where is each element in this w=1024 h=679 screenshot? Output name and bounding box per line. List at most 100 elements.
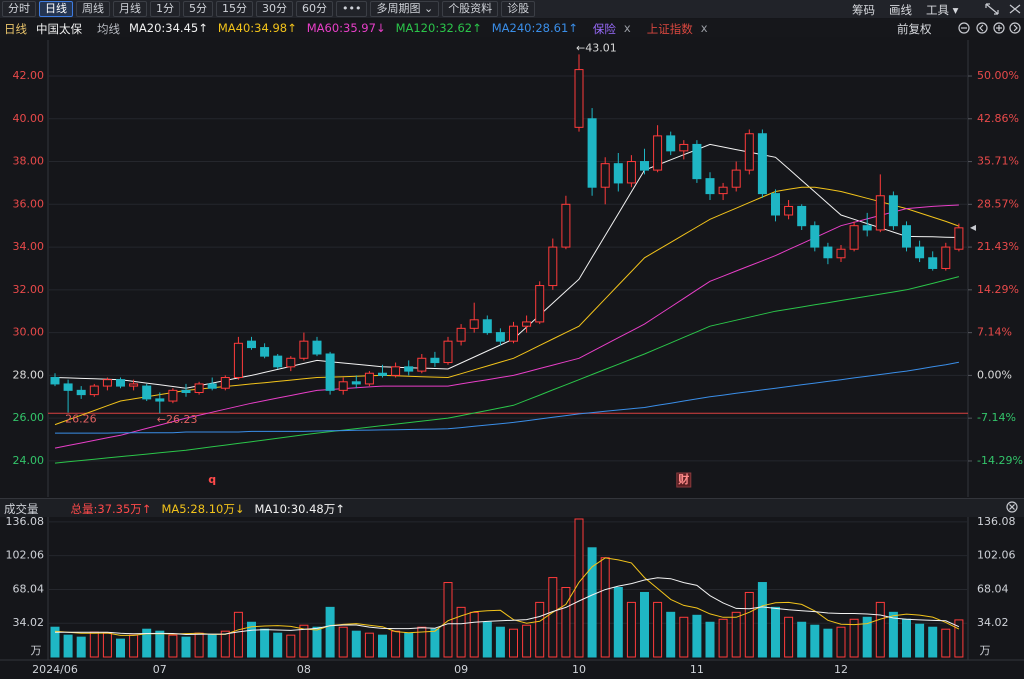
volume-bar [286, 634, 296, 658]
candle-body [142, 385, 152, 400]
volume-bar [443, 582, 453, 658]
volume-ma-line [54, 557, 960, 636]
candle-body [587, 118, 597, 188]
candle-body [757, 133, 767, 195]
x-tick-label: 2024/06 [32, 663, 78, 676]
y-tick-label: 68.04 [13, 582, 45, 595]
volume-bar [260, 628, 270, 658]
period-tab[interactable]: 1分 [150, 1, 180, 17]
period-tab[interactable]: 15分 [216, 1, 253, 17]
period-tab[interactable]: 诊股 [501, 1, 536, 17]
candle-body [731, 169, 741, 188]
x-tick-label: 09 [454, 663, 468, 676]
volume-bar [181, 636, 191, 658]
ma-line [54, 276, 960, 464]
volume-bar [469, 611, 479, 658]
tag[interactable]: 保险 [592, 22, 616, 36]
volume-bar [574, 518, 584, 658]
volume-bar [351, 630, 361, 658]
candle-body [653, 135, 663, 171]
volume-bar [587, 547, 597, 658]
candle-body [954, 227, 964, 250]
candle-body [823, 246, 833, 259]
volume-legend-item: MA10:30.48万↑ [254, 502, 345, 516]
candle-body [600, 163, 610, 188]
volume-bar [194, 632, 204, 658]
volume-bar [548, 577, 558, 658]
event-marker: 财 [677, 472, 689, 486]
ma-legend-item: MA40:34.98↑ [217, 21, 297, 35]
candle-body [247, 340, 256, 349]
volume-bar [849, 618, 859, 658]
candle-body [535, 285, 545, 323]
volume-bar [862, 616, 872, 658]
period-tab[interactable]: 30分 [256, 1, 293, 17]
stock-info: 日线 中国太保 均线 MA20:34.45↑ MA40:34.98↑ MA60:35… [4, 21, 716, 37]
volume-bar [810, 624, 820, 658]
candle-body [810, 225, 820, 248]
window-icons[interactable] [958, 3, 1021, 513]
period-tab[interactable]: 分时 [2, 1, 36, 17]
period-tab[interactable]: ••• [336, 1, 368, 17]
candle-body [640, 161, 649, 171]
candle-body [417, 357, 427, 372]
y-tick-label: 102.06 [6, 549, 45, 562]
period-tab[interactable]: 个股资料 [442, 1, 499, 17]
volume-bar [89, 631, 99, 658]
info-bar: 日线 中国太保 均线 MA20:34.45↑ MA40:34.98↑ MA60:35… [0, 19, 1024, 37]
x-tick-label: 08 [297, 663, 311, 676]
volume-bar [561, 587, 571, 658]
y-tick-label: 24.00 [13, 454, 45, 467]
candle-body [404, 366, 414, 372]
candle-body [378, 372, 387, 376]
price-annotation: 26.26 [65, 413, 97, 426]
y-tick-label: 28.00 [13, 368, 45, 381]
candle-body [548, 246, 558, 287]
volume-bar [954, 619, 964, 658]
period-tab[interactable]: 5分 [183, 1, 213, 17]
tool-button[interactable]: 工具 ▾ [926, 3, 959, 17]
period-tab[interactable]: 日线 [39, 1, 73, 17]
volume-bar [299, 624, 309, 658]
period-tab[interactable]: 月线 [113, 1, 147, 17]
volume-bar [679, 616, 689, 658]
candle-body [744, 133, 754, 171]
period-tab[interactable]: 60分 [296, 1, 333, 17]
tag-close[interactable]: x [700, 21, 708, 35]
period-tab[interactable]: 多周期图 ⌄ [370, 1, 440, 17]
period-tab[interactable]: 周线 [76, 1, 110, 17]
price-annotation: ←43.01 [576, 41, 617, 54]
candle-body [928, 257, 938, 269]
tool-button[interactable]: 画线 [889, 3, 912, 17]
volume-bar [797, 621, 807, 658]
candle-body [430, 357, 440, 364]
candle-body [836, 248, 846, 259]
volume-bar [325, 606, 335, 658]
y-tick-label: 34.02 [13, 616, 45, 629]
y2-tick-label: -14.29% [977, 454, 1023, 467]
tools: 筹码 画线 工具 ▾ [852, 2, 958, 18]
volume-bar [941, 628, 951, 658]
y2-tick-label: 21.43% [977, 240, 1019, 253]
ma-legend: MA20:34.45↑ MA40:34.98↑ MA60:35.97↓ MA120:3… [129, 21, 578, 37]
y-tick-label: 40.00 [13, 112, 45, 125]
adjust-mode[interactable]: 前复权 [897, 22, 932, 36]
candle-body [273, 355, 283, 368]
volume-bar [312, 626, 322, 658]
volume-bar [928, 626, 938, 658]
x-tick-label: 12 [834, 663, 848, 676]
candle-body [705, 178, 715, 195]
volume-bar [116, 638, 125, 658]
y2-tick-label: 42.86% [977, 112, 1019, 125]
volume-bar [273, 632, 283, 658]
tag-close[interactable]: x [623, 21, 631, 35]
candle-body [286, 357, 296, 368]
volume-bar [76, 636, 86, 658]
tag[interactable]: 上证指数 [646, 22, 693, 36]
y2-tick-label: 102.06 [977, 549, 1016, 562]
candle-body [469, 319, 479, 329]
stock-name: 中国太保 [36, 22, 82, 36]
volume-bar [338, 626, 348, 658]
tool-button[interactable]: 筹码 [852, 3, 875, 17]
candle-body [875, 195, 885, 231]
